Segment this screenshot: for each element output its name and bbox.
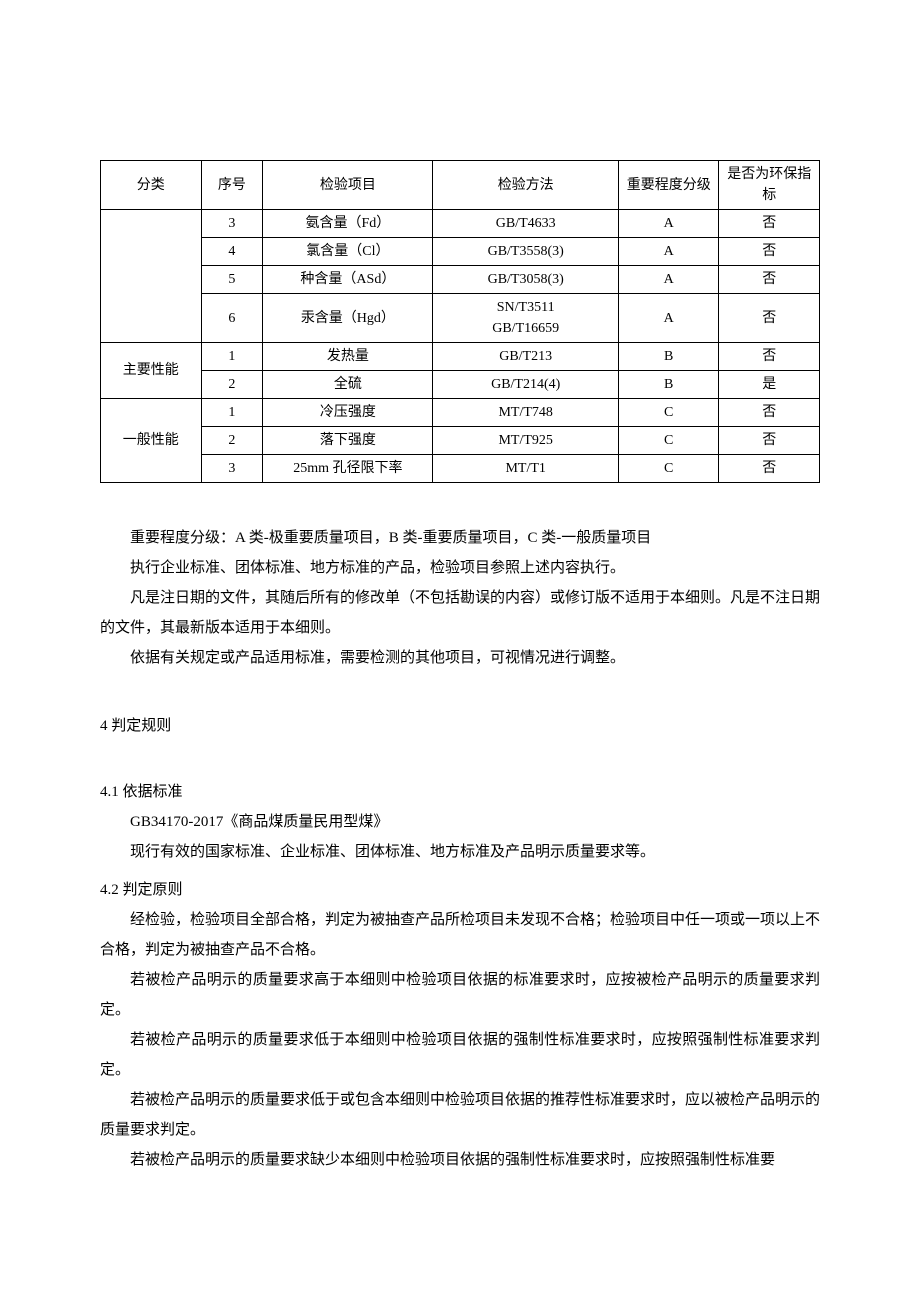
cell-method: GB/T214(4) <box>433 371 619 399</box>
cell-item: 全硫 <box>263 371 433 399</box>
cell-item: 落下强度 <box>263 427 433 455</box>
inspection-table: 分类 序号 检验项目 检验方法 重要程度分级 是否为环保指标 3 氨含量（Fd）… <box>100 160 820 483</box>
cell-item: 氨含量（Fd） <box>263 210 433 238</box>
paragraph-1: 重要程度分级：A 类-极重要质量项目，B 类-重要质量项目，C 类-一般质量项目 <box>100 523 820 553</box>
table-row: 6 汞含量（Hgd） SN/T3511 GB/T16659 A 否 <box>101 294 820 343</box>
table-row: 3 25mm 孔径限下率 MT/T1 C 否 <box>101 455 820 483</box>
header-importance: 重要程度分级 <box>618 161 719 210</box>
cell-seq: 1 <box>201 399 263 427</box>
cell-importance: C <box>618 427 719 455</box>
header-item: 检验项目 <box>263 161 433 210</box>
paragraph-4: 依据有关规定或产品适用标准，需要检测的其他项目，可视情况进行调整。 <box>100 643 820 673</box>
subsection-4-2-p2: 若被检产品明示的质量要求高于本细则中检验项目依据的标准要求时，应按被检产品明示的… <box>100 965 820 1025</box>
cell-method: SN/T3511 GB/T16659 <box>433 294 619 343</box>
cell-item: 25mm 孔径限下率 <box>263 455 433 483</box>
cell-item: 发热量 <box>263 343 433 371</box>
cell-method: MT/T748 <box>433 399 619 427</box>
subsection-4-2-title: 4.2 判定原则 <box>100 875 820 905</box>
cell-env: 否 <box>719 427 820 455</box>
cell-env: 否 <box>719 399 820 427</box>
cell-importance: A <box>618 294 719 343</box>
cell-seq: 5 <box>201 266 263 294</box>
table-row: 2 全硫 GB/T214(4) B 是 <box>101 371 820 399</box>
category-main: 主要性能 <box>101 343 202 399</box>
subsection-4-2-p5: 若被检产品明示的质量要求缺少本细则中检验项目依据的强制性标准要求时，应按照强制性… <box>100 1145 820 1175</box>
cell-seq: 4 <box>201 238 263 266</box>
cell-importance: A <box>618 210 719 238</box>
cell-env: 否 <box>719 294 820 343</box>
table-row: 主要性能 1 发热量 GB/T213 B 否 <box>101 343 820 371</box>
cell-item: 冷压强度 <box>263 399 433 427</box>
cell-item: 汞含量（Hgd） <box>263 294 433 343</box>
cell-importance: B <box>618 343 719 371</box>
subsection-4-2-p1: 经检验，检验项目全部合格，判定为被抽查产品所检项目未发现不合格；检验项目中任一项… <box>100 905 820 965</box>
table-row: 3 氨含量（Fd） GB/T4633 A 否 <box>101 210 820 238</box>
category-general: 一般性能 <box>101 399 202 483</box>
subsection-4-2-p3: 若被检产品明示的质量要求低于本细则中检验项目依据的强制性标准要求时，应按照强制性… <box>100 1025 820 1085</box>
cell-env: 否 <box>719 238 820 266</box>
table-header-row: 分类 序号 检验项目 检验方法 重要程度分级 是否为环保指标 <box>101 161 820 210</box>
cell-importance: B <box>618 371 719 399</box>
paragraph-3: 凡是注日期的文件，其随后所有的修改单（不包括勘误的内容）或修订版不适用于本细则。… <box>100 583 820 643</box>
cell-method: GB/T4633 <box>433 210 619 238</box>
subsection-4-1-title: 4.1 依据标准 <box>100 777 820 807</box>
header-env: 是否为环保指标 <box>719 161 820 210</box>
table-row: 2 落下强度 MT/T925 C 否 <box>101 427 820 455</box>
cell-env: 否 <box>719 343 820 371</box>
cell-method: GB/T3558(3) <box>433 238 619 266</box>
cell-seq: 3 <box>201 455 263 483</box>
cell-importance: A <box>618 266 719 294</box>
cell-seq: 6 <box>201 294 263 343</box>
cell-seq: 2 <box>201 427 263 455</box>
cell-env: 否 <box>719 266 820 294</box>
cell-env: 否 <box>719 455 820 483</box>
cell-seq: 1 <box>201 343 263 371</box>
paragraph-2: 执行企业标准、团体标准、地方标准的产品，检验项目参照上述内容执行。 <box>100 553 820 583</box>
cell-method: GB/T213 <box>433 343 619 371</box>
cell-method: MT/T1 <box>433 455 619 483</box>
cell-method: GB/T3058(3) <box>433 266 619 294</box>
cell-importance: C <box>618 455 719 483</box>
section-4-title: 4 判定规则 <box>100 711 820 741</box>
subsection-4-2-p4: 若被检产品明示的质量要求低于或包含本细则中检验项目依据的推荐性标准要求时，应以被… <box>100 1085 820 1145</box>
subsection-4-1-p1: GB34170-2017《商品煤质量民用型煤》 <box>100 807 820 837</box>
cell-seq: 2 <box>201 371 263 399</box>
table-row: 4 氯含量（Cl） GB/T3558(3) A 否 <box>101 238 820 266</box>
cell-seq: 3 <box>201 210 263 238</box>
cell-method-line1: SN/T3511 <box>497 300 555 315</box>
cell-importance: A <box>618 238 719 266</box>
cell-method: MT/T925 <box>433 427 619 455</box>
category-blank <box>101 210 202 343</box>
cell-item: 氯含量（Cl） <box>263 238 433 266</box>
cell-env: 是 <box>719 371 820 399</box>
header-category: 分类 <box>101 161 202 210</box>
cell-method-line2: GB/T16659 <box>492 321 559 336</box>
subsection-4-1-p2: 现行有效的国家标准、企业标准、团体标准、地方标准及产品明示质量要求等。 <box>100 837 820 867</box>
cell-importance: C <box>618 399 719 427</box>
cell-env: 否 <box>719 210 820 238</box>
cell-item: 种含量（ASd） <box>263 266 433 294</box>
header-method: 检验方法 <box>433 161 619 210</box>
header-seq: 序号 <box>201 161 263 210</box>
table-row: 5 种含量（ASd） GB/T3058(3) A 否 <box>101 266 820 294</box>
table-row: 一般性能 1 冷压强度 MT/T748 C 否 <box>101 399 820 427</box>
